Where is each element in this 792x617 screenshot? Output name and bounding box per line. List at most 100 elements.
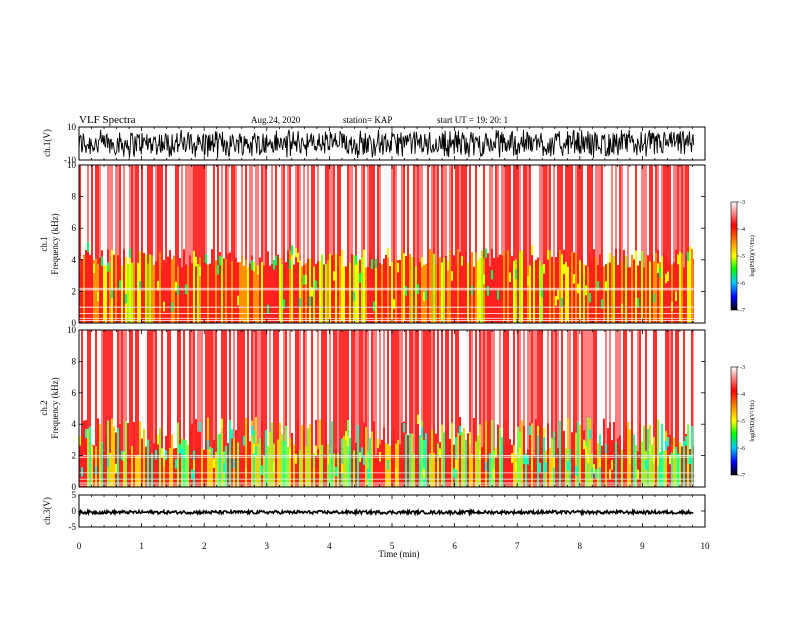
spec-column-low bbox=[265, 264, 267, 323]
spec-hotspot bbox=[485, 461, 487, 472]
spec-column-low bbox=[437, 262, 439, 323]
spec-column-low bbox=[331, 421, 333, 487]
spec-hotspot bbox=[527, 276, 529, 286]
spec-column bbox=[683, 330, 685, 442]
spec-column-low bbox=[135, 455, 137, 487]
spec-column-low bbox=[93, 445, 95, 487]
spec-column-low bbox=[215, 260, 217, 323]
spec-column bbox=[119, 330, 121, 424]
spec-column bbox=[79, 330, 81, 445]
spec-column bbox=[273, 330, 275, 444]
spec-column-low bbox=[117, 255, 119, 323]
spec-column bbox=[285, 330, 287, 427]
spec-column bbox=[493, 165, 495, 258]
spec-column-low bbox=[607, 428, 609, 487]
spec-column bbox=[91, 165, 93, 257]
spec-column bbox=[467, 330, 469, 434]
ch1-spec-ylabel: ch.1 Frequency (kHz) bbox=[39, 213, 60, 274]
spec-column bbox=[617, 330, 619, 439]
spec-column bbox=[149, 165, 151, 255]
spec-hotspot bbox=[357, 424, 359, 435]
spec-hotspot bbox=[311, 287, 313, 297]
spec-column bbox=[241, 330, 243, 452]
spec-column bbox=[289, 330, 291, 439]
spec-column-low bbox=[589, 418, 591, 487]
spec-hotspot bbox=[657, 455, 659, 466]
spec-column bbox=[265, 330, 267, 431]
spec-column-low bbox=[227, 442, 229, 487]
colorbar-label: log(PSD)(V²/Hz) bbox=[749, 400, 756, 441]
spec-column bbox=[277, 330, 279, 440]
spec-column bbox=[523, 330, 525, 426]
spec-column-low bbox=[87, 428, 89, 487]
spec-column-low bbox=[341, 438, 343, 487]
spec-column-low bbox=[393, 265, 395, 323]
spec-column-low bbox=[223, 258, 225, 323]
spec-column-low bbox=[105, 265, 107, 323]
spec-column bbox=[241, 165, 243, 256]
spec-column bbox=[227, 165, 229, 254]
spec-column bbox=[505, 330, 507, 420]
spec-column-low bbox=[673, 437, 675, 487]
spec-column-low bbox=[457, 249, 459, 323]
spec-hotspot bbox=[423, 468, 425, 479]
spec-column-low bbox=[295, 445, 297, 487]
spec-column bbox=[451, 165, 453, 267]
spec-column-low bbox=[139, 421, 141, 487]
spec-column bbox=[535, 165, 537, 260]
spec-column bbox=[99, 165, 101, 258]
spec-hotspot bbox=[223, 463, 225, 473]
ch1-ylabel: ch.1(V) bbox=[42, 129, 52, 157]
spec-hotspot bbox=[649, 445, 651, 455]
spec-hotspot bbox=[583, 263, 585, 274]
spec-column-low bbox=[199, 425, 201, 487]
spec-column-low bbox=[559, 250, 561, 323]
spec-hotspot bbox=[163, 301, 165, 312]
spec-column-low bbox=[259, 438, 261, 487]
spec-column bbox=[265, 165, 267, 265]
spec-column bbox=[203, 330, 205, 450]
spec-column bbox=[641, 330, 643, 442]
spec-column-low bbox=[235, 430, 237, 487]
spec-column-low bbox=[405, 434, 407, 487]
spec-column bbox=[269, 330, 271, 433]
spec-column-low bbox=[133, 263, 135, 323]
spec-column bbox=[261, 165, 263, 263]
spec-column-low bbox=[621, 261, 623, 323]
spec-column-low bbox=[257, 267, 259, 323]
spec-column bbox=[137, 165, 139, 263]
spec-column-low bbox=[143, 429, 145, 487]
spec-column-low bbox=[217, 434, 219, 487]
spec-column bbox=[123, 330, 125, 456]
spec-hotspot bbox=[387, 460, 389, 470]
spec-hotspot bbox=[123, 451, 125, 462]
spec-column bbox=[111, 330, 113, 419]
spec-column bbox=[545, 165, 547, 259]
spec-column bbox=[193, 330, 195, 451]
spec-column-low bbox=[389, 445, 391, 487]
y-tick-label: 10 bbox=[67, 325, 77, 335]
spec-column-low bbox=[323, 454, 325, 487]
spec-hotspot bbox=[157, 281, 159, 291]
spec-column-low bbox=[303, 264, 305, 323]
spec-column-low bbox=[587, 417, 589, 487]
spec-column-low bbox=[249, 263, 251, 323]
spec-column-low bbox=[155, 261, 157, 323]
spec-column bbox=[371, 330, 373, 432]
spec-column bbox=[165, 165, 167, 263]
spec-column bbox=[251, 165, 253, 256]
spec-column bbox=[599, 330, 601, 435]
spec-column bbox=[85, 165, 87, 251]
spec-column bbox=[499, 330, 501, 429]
spec-column-low bbox=[153, 264, 155, 323]
spec-column-low bbox=[397, 260, 399, 323]
spec-column bbox=[355, 330, 357, 443]
spec-column-low bbox=[349, 263, 351, 323]
spec-column bbox=[667, 165, 669, 264]
spec-column-low bbox=[413, 453, 415, 487]
spec-hotspot bbox=[515, 461, 517, 472]
spec-column bbox=[391, 330, 393, 439]
spec-column bbox=[459, 165, 461, 253]
spec-hotspot bbox=[423, 291, 425, 302]
spec-hotspot bbox=[607, 305, 609, 315]
